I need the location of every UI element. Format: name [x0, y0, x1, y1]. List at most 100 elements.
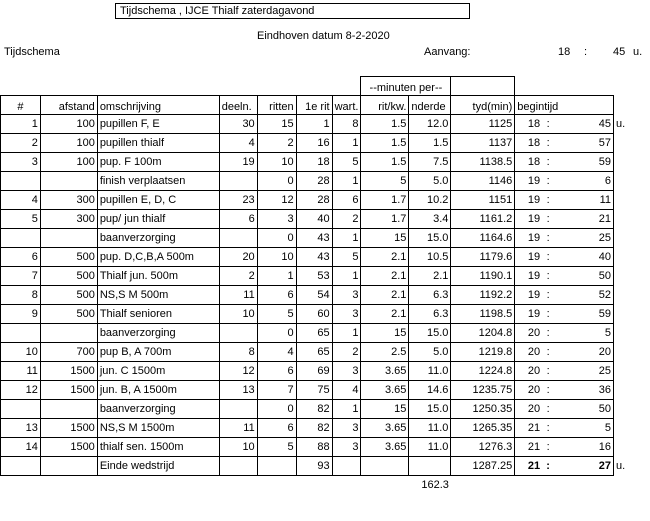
begintijd-hour: 19: [527, 194, 541, 206]
cell-begintijd-hour: 21:: [514, 437, 569, 457]
cell-afstand: [39, 323, 98, 343]
cell-afstand: 500: [39, 247, 98, 267]
cell-afstand: [39, 171, 98, 191]
col-header-omschrijving: omschrijving: [96, 95, 220, 115]
cell-afstand: 1500: [39, 380, 98, 400]
cell-afstand: 500: [39, 285, 98, 305]
cell-begintijd-minute: 25: [568, 361, 615, 381]
cell-tyd: 1276.3: [450, 437, 516, 457]
schedule-table: --minuten per-- # afstand omschrijving d…: [0, 76, 650, 494]
cell-unit: [614, 229, 650, 248]
cell-ritten: 6: [256, 418, 297, 438]
col-header-ritten: ritten: [256, 95, 297, 115]
cell-ritten: 1: [256, 266, 297, 286]
cell-unit: [614, 210, 650, 229]
empty-cell: [1, 476, 41, 495]
cell-nr: 14: [0, 437, 41, 457]
col-header-rit-kw: rit/kw.: [360, 95, 410, 115]
cell-tyd: 1219.8: [450, 342, 516, 362]
cell-rit-kw: 2.1: [360, 304, 410, 324]
cell-begintijd-minute: 20: [568, 342, 615, 362]
empty-cell: [569, 476, 614, 495]
begintijd-separator: :: [546, 175, 550, 187]
cell-deeln: 2: [218, 266, 258, 286]
cell-eerste-rit: 82: [295, 418, 333, 438]
cell-ritten: 5: [256, 437, 297, 457]
cell-onderdeel: 11.0: [408, 361, 452, 381]
begintijd-hour: 21: [527, 422, 541, 434]
cell-begintijd-hour: 20:: [514, 323, 569, 343]
cell-nr: 5: [0, 209, 41, 229]
cell-unit: [614, 248, 650, 267]
empty-cell: [219, 476, 257, 495]
begintijd-hour: 20: [527, 403, 541, 415]
cell-eerste-rit: 18: [295, 152, 333, 172]
cell-begintijd-minute: 45: [568, 114, 615, 134]
cell-nr: [0, 228, 41, 248]
begintijd-hour: 19: [527, 213, 541, 225]
cell-nr: 6: [0, 247, 41, 267]
cell-ritten: 15: [256, 114, 297, 134]
begintijd-hour: 19: [527, 289, 541, 301]
cell-begintijd-hour: 19:: [514, 266, 569, 286]
cell-deeln: 20: [218, 247, 258, 267]
cell-nr: 7: [0, 266, 41, 286]
cell-ritten: 0: [256, 399, 297, 419]
total-minutes: 162.3: [421, 479, 449, 491]
col-header-afstand: afstand: [39, 95, 98, 115]
cell-tyd: 1179.6: [450, 247, 516, 267]
cell-wart: 1: [331, 323, 362, 343]
cell-wart: 5: [331, 152, 362, 172]
cell-nr: 4: [0, 190, 41, 210]
header-row-group: --minuten per--: [1, 76, 650, 96]
cell-begintijd-hour: 21:: [514, 456, 569, 476]
begintijd-hour: 20: [527, 327, 541, 339]
cell-rit-kw: 5: [360, 171, 410, 191]
cell-onderdeel: 12.0: [408, 114, 452, 134]
cell-onderdeel: 11.0: [408, 437, 452, 457]
cell-wart: 3: [331, 437, 362, 457]
cell-onderdeel: 6.3: [408, 285, 452, 305]
cell-ritten: 0: [256, 228, 297, 248]
subtitle: Tijdschema: [4, 46, 60, 58]
cell-wart: 2: [331, 209, 362, 229]
table-row: 8 500 NS,S M 500m 11 6 54 3 2.1 6.3 1192.2 19:52: [0, 285, 650, 305]
cell-tyd: 1164.6: [450, 228, 516, 248]
begintijd-hour: 19: [527, 232, 541, 244]
col-header-deeln: deeln.: [218, 95, 258, 115]
cell-begintijd-hour: 19:: [514, 304, 569, 324]
empty-cell: [257, 476, 296, 495]
cell-begintijd-minute: 50: [568, 399, 615, 419]
cell-omschrijving: Einde wedstrijd: [96, 456, 220, 476]
cell-rit-kw: 3.65: [360, 418, 410, 438]
cell-onderdeel: 14.6: [408, 380, 452, 400]
cell-tyd: 1250.35: [450, 399, 516, 419]
begintijd-hour: 18: [527, 137, 541, 149]
cell-ritten: 6: [256, 361, 297, 381]
cell-ritten: 4: [256, 342, 297, 362]
cell-deeln: 8: [218, 342, 258, 362]
begintijd-separator: :: [546, 422, 550, 434]
cell-nr: [0, 323, 41, 343]
cell-eerste-rit: 65: [295, 342, 333, 362]
cell-eerste-rit: 93: [295, 456, 333, 476]
cell-begintijd-minute: 21: [568, 209, 615, 229]
cell-tyd: 1161.2: [450, 209, 516, 229]
cell-afstand: 500: [39, 266, 98, 286]
cell-eerste-rit: 28: [295, 171, 333, 191]
cell-tyd: 1138.5: [450, 152, 516, 172]
cell-afstand: [39, 456, 98, 476]
cell-tyd: 1265.35: [450, 418, 516, 438]
cell-afstand: 1500: [39, 437, 98, 457]
table-row: 5 300 pup/ jun thialf 6 3 40 2 1.7 3.4 1161.2 19:2…: [0, 209, 650, 229]
cell-deeln: 12: [218, 361, 258, 381]
start-unit: u.: [633, 46, 643, 58]
cell-unit: [614, 267, 650, 286]
cell-afstand: 300: [39, 190, 98, 210]
cell-tyd: 1204.8: [450, 323, 516, 343]
cell-nr: 13: [0, 418, 41, 438]
cell-wart: [331, 456, 362, 476]
table-row: 7 500 Thialf jun. 500m 2 1 53 1 2.1 2.1 1190.1 19:…: [0, 266, 650, 286]
cell-wart: 1: [331, 228, 362, 248]
empty-cell: [332, 476, 361, 495]
